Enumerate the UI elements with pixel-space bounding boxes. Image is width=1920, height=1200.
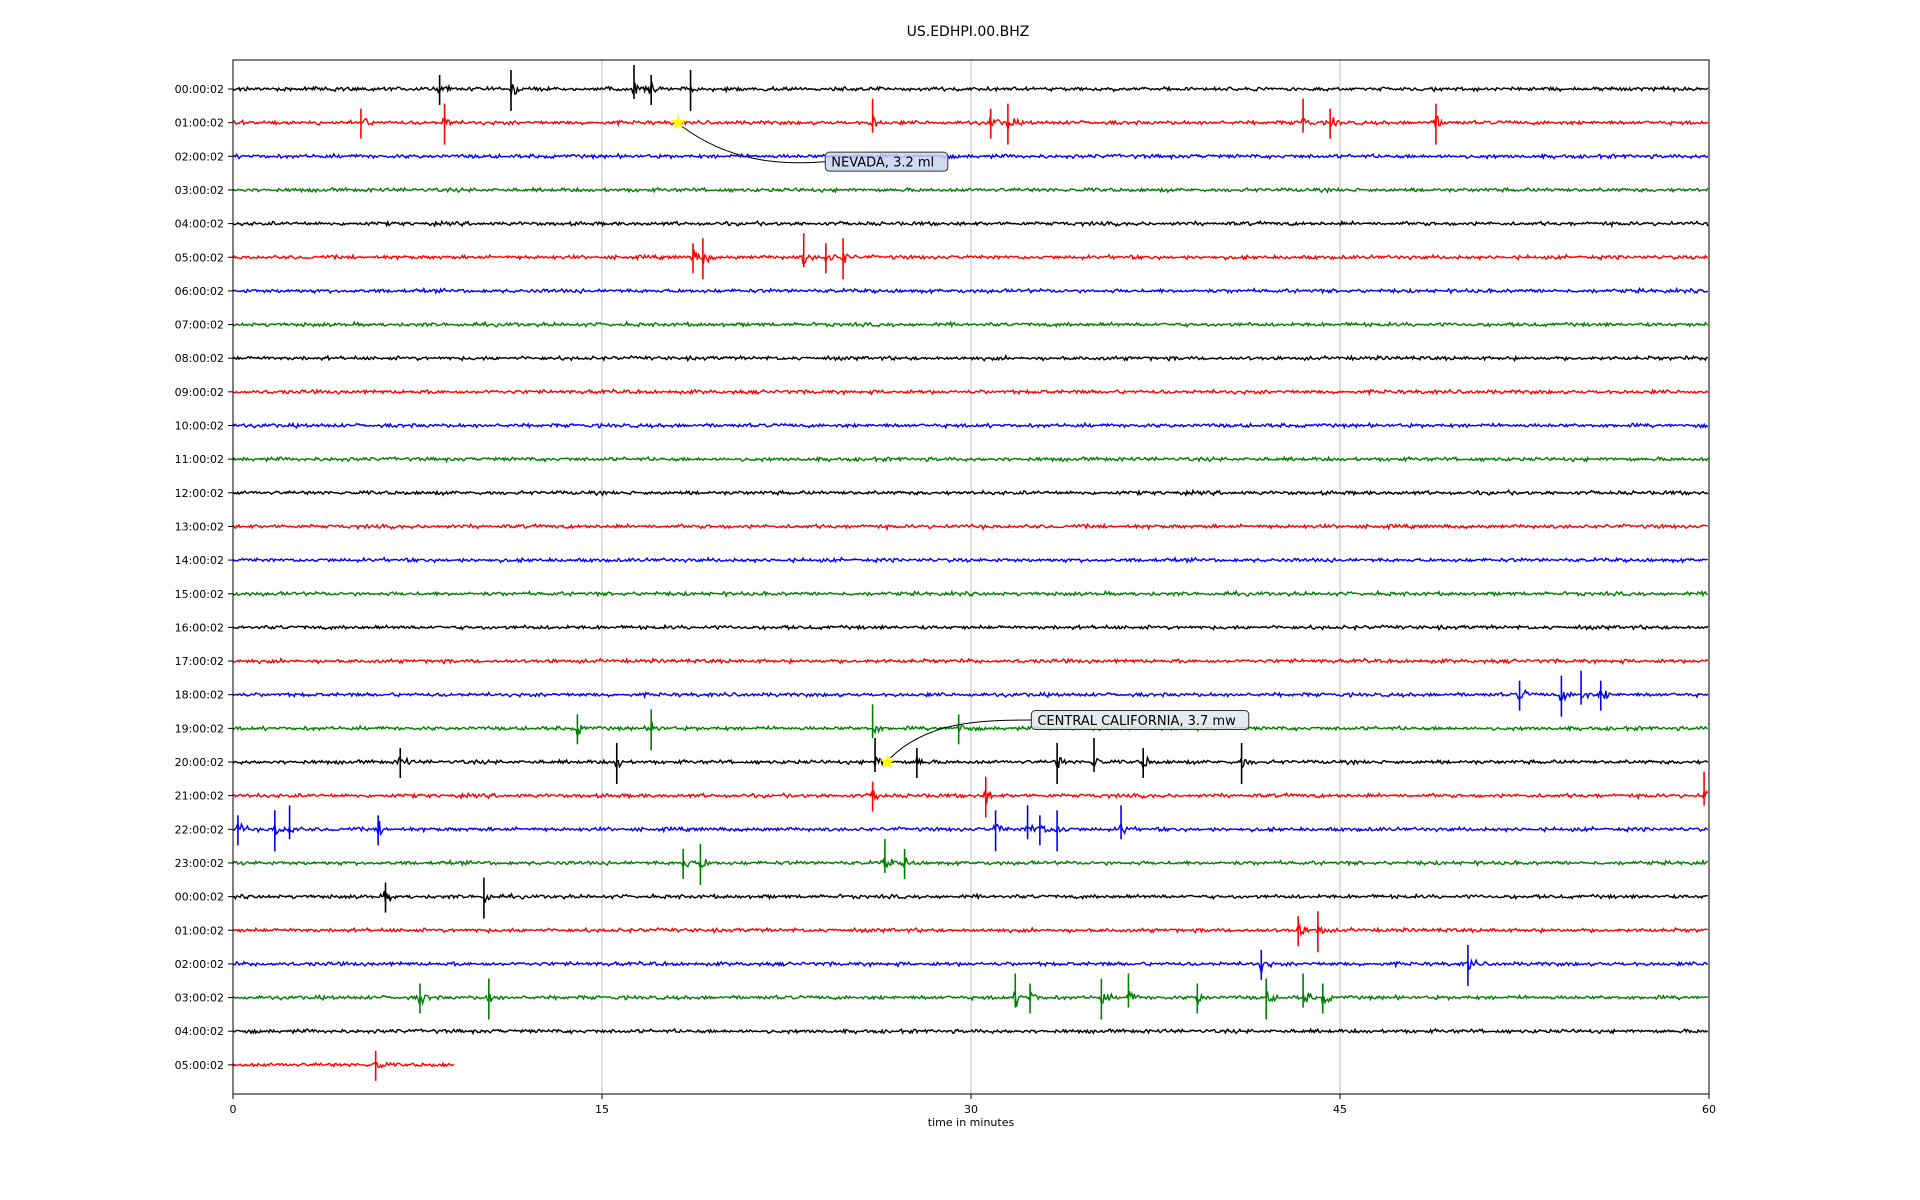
trace-line [232,556,1708,565]
trace-line [232,656,1709,666]
grid-lines [601,60,1341,1094]
trace-line [232,219,1709,229]
y-tick-label: 02:00:02 [175,150,224,163]
x-tick-label: 30 [964,1103,978,1116]
x-tick-label: 45 [1333,1103,1347,1116]
x-tick-label: 15 [595,1103,609,1116]
x-tick-label: 0 [230,1103,237,1116]
y-tick-label: 01:00:02 [175,924,224,937]
y-tick-label: 03:00:02 [175,992,224,1005]
y-tick-label: 07:00:02 [175,319,224,332]
y-tick-label: 04:00:02 [175,218,224,231]
y-tick-label: 08:00:02 [175,352,224,365]
trace-line [232,249,1709,265]
annotation-arrow [681,126,827,164]
trace-line [232,623,1709,632]
event-annotation: NEVADA, 3.2 ml [670,114,949,172]
y-tick-label: 18:00:02 [175,689,224,702]
trace-line [232,320,1709,329]
trace-line [232,286,1709,295]
trace-line [232,1027,1709,1036]
y-tick-label: 00:00:02 [175,891,224,904]
trace-line [232,820,1709,836]
trace-line [232,114,1709,131]
trace-line [232,186,1709,194]
y-tick-label: 14:00:02 [175,554,224,567]
annotation-arrow [890,719,1033,759]
y-tick-label: 23:00:02 [175,857,224,870]
y-tick-label: 03:00:02 [175,184,224,197]
y-tick-label: 15:00:02 [175,588,224,601]
y-tick-label: 02:00:02 [175,958,224,971]
y-tick-label: 09:00:02 [175,386,224,399]
event-star-marker [670,114,686,130]
y-tick-label: 10:00:02 [175,420,224,433]
trace-line [232,152,1709,161]
trace-line [232,488,1709,497]
axes: 0 15 30 45 60 00:00:02 01:00:02 02:00:02 03:00:0… [175,83,1716,1116]
plot-frame [232,59,1710,1095]
annotations: NEVADA, 3.2 ml CENTRAL CALIFORNIA, 3.7 mw [670,114,1250,769]
event-star-marker [879,754,895,769]
annotation-label: CENTRAL CALIFORNIA, 3.7 mw [1037,714,1236,729]
chart-title: US.EDHPI.00.BHZ [907,24,1030,40]
y-tick-label: 19:00:02 [175,722,224,735]
trace-line [232,1061,455,1069]
y-tick-label: 17:00:02 [175,655,224,668]
y-tick-label: 22:00:02 [175,823,224,836]
trace-line [232,354,1708,363]
annotation-box [1030,710,1250,730]
annotation-box [824,151,949,172]
trace-line [232,522,1708,532]
trace-line [232,79,1709,96]
y-tick-label: 16:00:02 [175,621,224,634]
trace-line [232,721,1708,737]
y-tick-label: 12:00:02 [175,487,224,500]
y-tick-label: 00:00:02 [175,83,224,96]
trace-line [232,957,1708,975]
y-tick-label: 20:00:02 [175,756,224,769]
trace-line [232,589,1708,598]
y-tick-label: 13:00:02 [175,520,224,533]
y-tick-label: 05:00:02 [175,251,224,264]
trace-line [232,922,1709,938]
trace-line [232,455,1709,464]
x-axis-label: time in minutes [928,1116,1015,1129]
y-tick-label: 01:00:02 [175,117,224,130]
y-tick-label: 04:00:02 [175,1025,224,1038]
trace-line [232,688,1709,702]
trace-line [232,754,1709,769]
trace-line [232,857,1709,870]
trace-line [232,789,1709,804]
trace-line [232,421,1709,430]
annotation-label: NEVADA, 3.2 ml [831,156,934,171]
y-tick-label: 06:00:02 [175,285,224,298]
y-tick-label: 21:00:02 [175,790,224,803]
trace-line [232,388,1709,397]
traces [232,65,1709,1081]
y-tick-label: 11:00:02 [175,453,224,466]
y-tick-label: 05:00:02 [175,1059,224,1072]
trace-line [232,890,1709,903]
x-tick-label: 60 [1702,1103,1716,1116]
event-annotation: CENTRAL CALIFORNIA, 3.7 mw [879,710,1250,769]
trace-line [232,990,1708,1007]
